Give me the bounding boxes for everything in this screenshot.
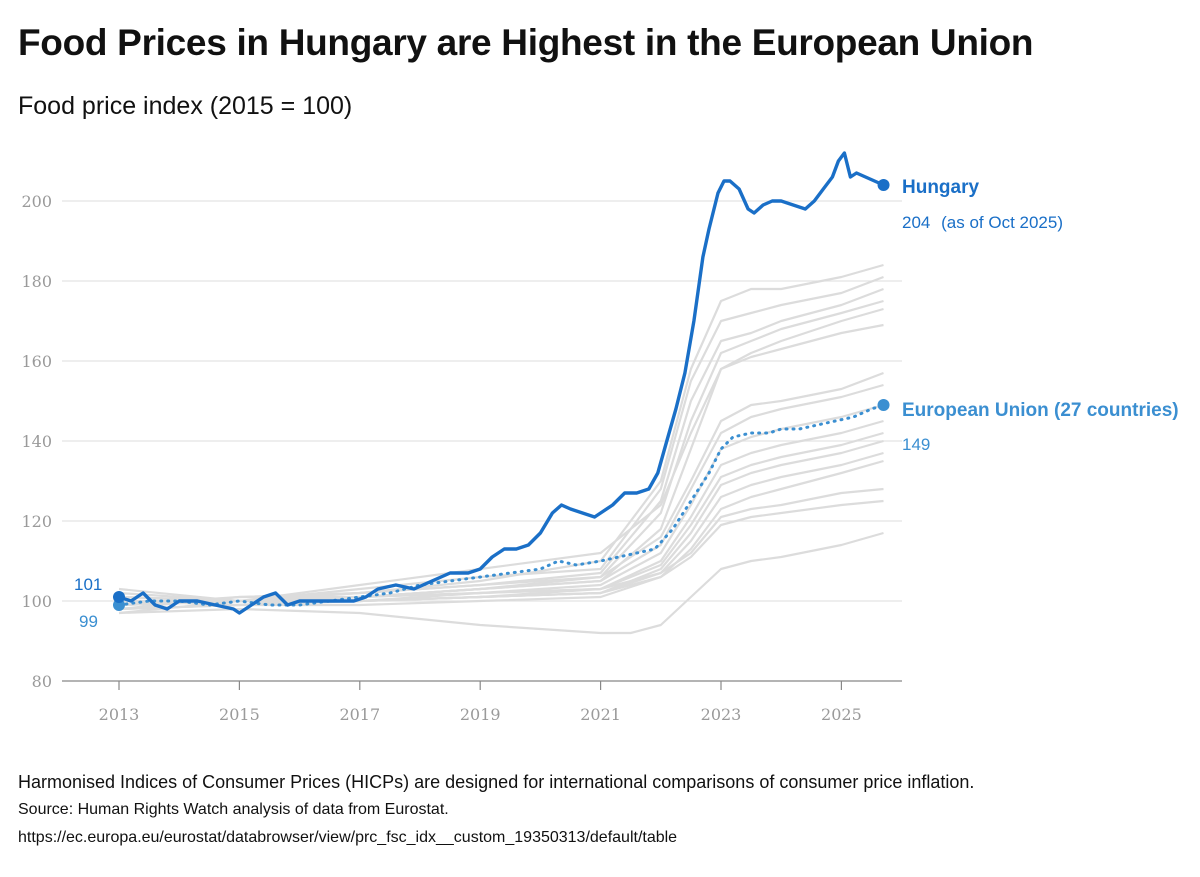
eu-end-value: 149 [902,435,930,454]
series-labels: Hungary 204 (as of Oct 2025) European Un… [74,177,1179,631]
hungary-start-point [113,591,125,603]
hungary-as-of: (as of Oct 2025) [941,213,1063,232]
y-tick-label: 200 [21,192,52,211]
y-tick-label: 120 [21,512,52,531]
country-line-country-i [119,403,884,603]
eu-line [117,403,885,607]
y-tick-label: 100 [21,592,52,611]
context-country-lines [118,263,884,635]
y-tick-label: 180 [21,272,52,291]
axes: 80 100 120 140 160 180 200 2013 2015 2017 2019 2021… [21,192,861,724]
chart-notes: Harmonised Indices of Consumer Prices (H… [18,772,974,847]
x-tick-label: 2019 [460,705,501,724]
country-line-country-h [118,383,884,607]
chart-title: Food Prices in Hungary are Highest in th… [18,22,1034,63]
country-line-country-m [119,451,884,603]
x-tick-label: 2015 [219,705,260,724]
x-tick-label: 2021 [580,705,621,724]
country-line-country-g [118,371,884,603]
chart-subtitle: Food price index (2015 = 100) [18,92,353,120]
x-tick-label: 2017 [339,705,380,724]
methodology-note: Harmonised Indices of Consumer Prices (H… [18,772,975,792]
country-line-country-o [118,487,884,603]
country-line-country-e [118,307,884,603]
hungary-label: Hungary [902,177,980,198]
hungary-end-number: 204 [902,213,930,232]
hungary-series [113,151,890,615]
hungary-end-point [877,179,890,191]
country-line-country-b [118,275,884,607]
source-url: https://ec.europa.eu/eurostat/databrowse… [18,829,678,846]
hungary-line [118,151,885,615]
source-note: Source: Human Rights Watch analysis of d… [18,801,449,818]
y-tick-label: 80 [32,672,52,691]
x-tick-label: 2023 [701,705,742,724]
y-tick-label: 140 [21,432,52,451]
gridlines [62,200,902,682]
x-tick-label: 2025 [821,705,862,724]
x-tick-label: 2013 [99,705,140,724]
line-chart: 80 100 120 140 160 180 200 2013 2015 2017 2019 2021… [21,151,1179,724]
y-tick-label: 160 [21,352,52,371]
eu-end-point [877,399,890,411]
eu-start-value: 99 [79,612,98,631]
country-line-country-l [118,439,884,607]
eu-label: European Union (27 countries) [902,400,1179,421]
hungary-end-value: 204 (as of Oct 2025) [902,213,1063,232]
hungary-start-value: 101 [74,575,102,594]
country-line-country-q [118,531,884,635]
